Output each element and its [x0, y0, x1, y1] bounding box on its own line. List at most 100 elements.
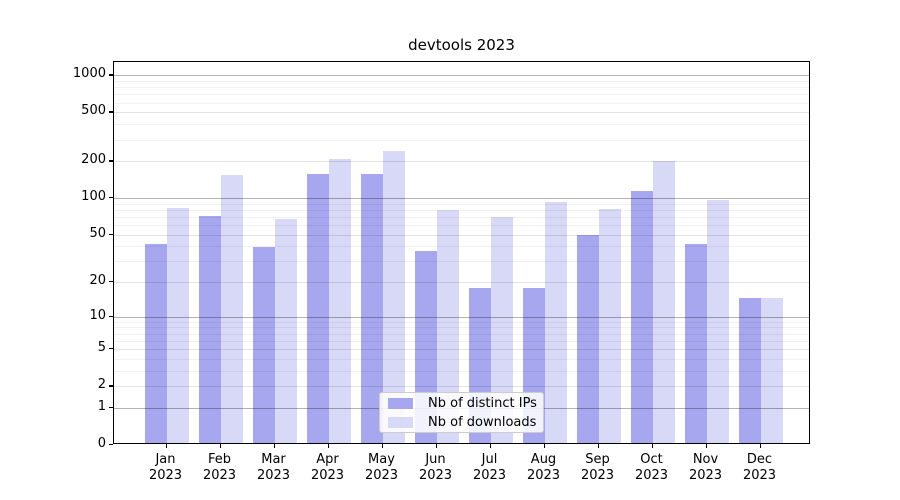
x-axis-tick-mark — [165, 444, 167, 448]
x-axis-tick-label: Oct 2023 — [622, 452, 682, 484]
legend-item-distinct-ips: Nb of distinct IPs — [380, 394, 543, 413]
y-axis-tick-mark — [109, 74, 113, 76]
x-axis-tick-label: Aug 2023 — [514, 452, 574, 484]
x-axis-tick-label: Jan 2023 — [136, 452, 196, 484]
x-axis-tick-mark — [759, 444, 761, 448]
x-tick-year: 2023 — [580, 468, 615, 483]
bar-distinct-ips — [144, 244, 167, 443]
bar-downloads — [598, 209, 621, 443]
x-tick-month: Sep — [585, 452, 610, 467]
x-tick-year: 2023 — [742, 468, 777, 483]
x-tick-year: 2023 — [364, 468, 399, 483]
x-axis-tick-mark — [651, 444, 653, 448]
x-axis-tick-label: Apr 2023 — [298, 452, 358, 484]
bar-distinct-ips — [360, 173, 383, 443]
bar-distinct-ips — [684, 244, 707, 443]
x-axis-tick-mark — [597, 444, 599, 448]
x-tick-month: Apr — [316, 452, 339, 467]
y-axis-tick-label: 200 — [81, 152, 106, 168]
y-axis-tick-label: 500 — [81, 103, 106, 119]
x-tick-month: Oct — [640, 452, 663, 467]
gridline — [114, 112, 809, 114]
y-axis-tick-label: 100 — [81, 189, 106, 205]
bar-distinct-ips — [252, 246, 275, 443]
y-axis-tick-label: 50 — [89, 225, 106, 241]
x-tick-month: Feb — [207, 452, 232, 467]
x-tick-month: Jul — [481, 452, 498, 467]
legend-label-downloads: Nb of downloads — [428, 414, 537, 430]
x-tick-month: Jan — [155, 452, 176, 467]
gridline — [114, 203, 809, 205]
x-axis-tick-label: Feb 2023 — [190, 452, 250, 484]
bar-distinct-ips — [306, 173, 329, 443]
y-axis-tick-label: 0 — [97, 436, 106, 451]
x-tick-year: 2023 — [256, 468, 291, 483]
bar-downloads — [328, 159, 351, 443]
x-axis-tick-mark — [381, 444, 383, 448]
gridline — [114, 87, 809, 89]
x-tick-year: 2023 — [472, 468, 507, 483]
bar-downloads — [652, 160, 675, 443]
chart-title: devtools 2023 — [408, 36, 515, 54]
y-axis-tick-mark — [109, 348, 113, 350]
bar-downloads — [220, 174, 243, 443]
x-axis-tick-mark — [273, 444, 275, 448]
y-axis-tick-mark — [109, 385, 113, 387]
legend-swatch-distinct-ips-icon — [388, 397, 413, 409]
x-tick-year: 2023 — [310, 468, 345, 483]
x-axis-tick-mark — [489, 444, 491, 448]
x-axis-tick-label: Jul 2023 — [460, 452, 520, 484]
x-axis-tick-mark — [705, 444, 707, 448]
legend-swatch-downloads-icon — [388, 416, 413, 428]
x-axis-tick-mark — [219, 444, 221, 448]
gridline — [114, 80, 809, 82]
y-axis-tick-mark — [109, 233, 113, 235]
x-tick-year: 2023 — [688, 468, 723, 483]
gridline — [114, 102, 809, 104]
x-axis-tick-label: Dec 2023 — [730, 452, 790, 484]
x-tick-month: Mar — [261, 452, 286, 467]
bar-downloads — [274, 218, 297, 443]
x-axis-tick-mark — [435, 444, 437, 448]
x-tick-year: 2023 — [148, 468, 183, 483]
bar-downloads — [382, 151, 405, 443]
x-tick-year: 2023 — [202, 468, 237, 483]
bar-distinct-ips — [576, 234, 599, 443]
y-axis-tick-label: 1 — [97, 398, 106, 414]
bar-downloads — [166, 207, 189, 443]
x-axis-tick-label: Nov 2023 — [676, 452, 736, 484]
gridline — [114, 139, 809, 141]
y-axis-tick-mark — [109, 406, 113, 409]
bar-downloads — [544, 201, 567, 443]
legend-label-distinct-ips: Nb of distinct IPs — [428, 395, 537, 411]
x-axis-tick-label: Sep 2023 — [568, 452, 628, 484]
bar-downloads — [706, 199, 729, 443]
y-axis-tick-label: 1000 — [72, 66, 106, 82]
gridline — [114, 209, 809, 211]
gridline — [114, 198, 809, 200]
bar-downloads — [436, 209, 459, 443]
y-axis-tick-label: 20 — [89, 273, 106, 289]
y-axis-tick-label: 5 — [97, 340, 106, 356]
legend-item-downloads: Nb of downloads — [380, 413, 543, 432]
gridline — [114, 75, 809, 77]
plot-area — [113, 61, 810, 444]
x-tick-year: 2023 — [526, 468, 561, 483]
y-axis-tick-mark — [109, 444, 113, 446]
x-axis-tick-label: Mar 2023 — [244, 452, 304, 484]
bar-distinct-ips — [630, 191, 653, 443]
y-axis-tick-mark — [109, 160, 113, 162]
x-tick-year: 2023 — [418, 468, 453, 483]
x-axis-tick-label: May 2023 — [352, 452, 412, 484]
bar-downloads — [490, 217, 513, 443]
x-tick-month: Dec — [746, 452, 773, 467]
x-axis-tick-mark — [543, 444, 545, 448]
gridline — [114, 124, 809, 126]
x-tick-month: May — [368, 452, 395, 467]
y-axis-tick-label: 10 — [89, 307, 106, 323]
x-tick-month: Aug — [530, 452, 557, 467]
x-tick-month: Nov — [692, 452, 719, 467]
y-axis-tick-mark — [109, 281, 113, 283]
bar-distinct-ips — [738, 298, 761, 443]
